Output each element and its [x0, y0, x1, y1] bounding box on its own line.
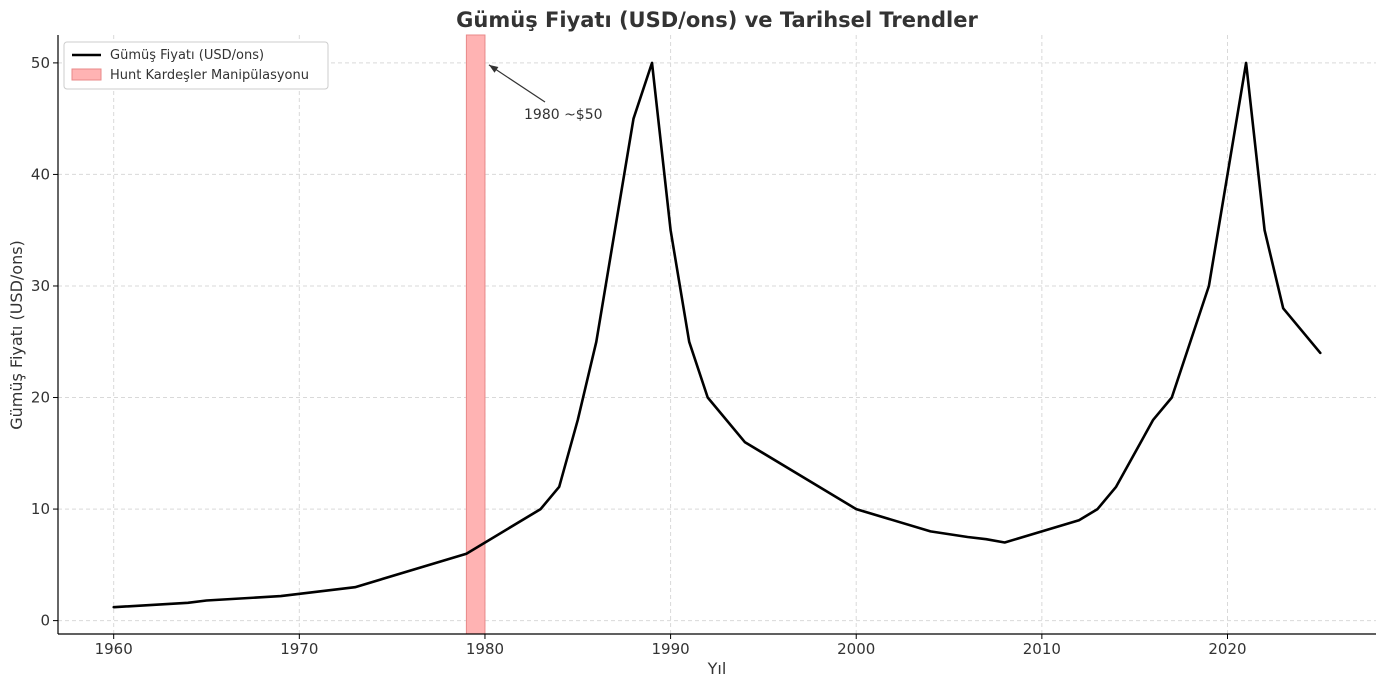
y-tick-label: 30	[31, 277, 50, 295]
tick-labels: 1960 1970 1980 1990 2000 2010 2020 0 10 20 30 40 50	[31, 54, 1247, 658]
annotation: 1980 ~$50	[488, 64, 603, 123]
x-tick-label: 2020	[1208, 640, 1246, 658]
y-tick-label: 0	[40, 612, 50, 630]
x-axis-label: Yıl	[707, 659, 727, 678]
grid	[58, 35, 1376, 634]
axes	[53, 35, 1376, 639]
legend-box	[63, 41, 329, 90]
annotation-arrow-head	[488, 64, 499, 73]
y-tick-label: 40	[31, 165, 50, 183]
y-axis-label: Gümüş Fiyatı (USD/ons)	[7, 240, 26, 430]
y-tick-label: 50	[31, 54, 50, 72]
x-tick-label: 1970	[280, 640, 318, 658]
annotation-text: 1980 ~$50	[524, 107, 603, 123]
legend: Gümüş Fiyatı (USD/ons) Hunt Kardeşler Ma…	[63, 41, 329, 90]
legend-label-series: Gümüş Fiyatı (USD/ons)	[110, 48, 264, 63]
y-tick-label: 20	[31, 389, 50, 407]
legend-label-shade: Hunt Kardeşler Manipülasyonu	[110, 68, 309, 83]
annotation-arrow	[488, 64, 546, 103]
legend-swatch-shade	[71, 68, 102, 81]
y-tick-label: 10	[31, 500, 50, 518]
x-tick-label: 1990	[651, 640, 689, 658]
series-line	[112, 61, 1322, 609]
x-tick-label: 2010	[1023, 640, 1061, 658]
series-layer	[112, 61, 1322, 609]
x-tick-label: 1980	[466, 640, 504, 658]
x-tick-label: 1960	[95, 640, 133, 658]
chart-title: Gümüş Fiyatı (USD/ons) ve Tarihsel Trend…	[456, 8, 978, 32]
x-tick-label: 2000	[837, 640, 875, 658]
